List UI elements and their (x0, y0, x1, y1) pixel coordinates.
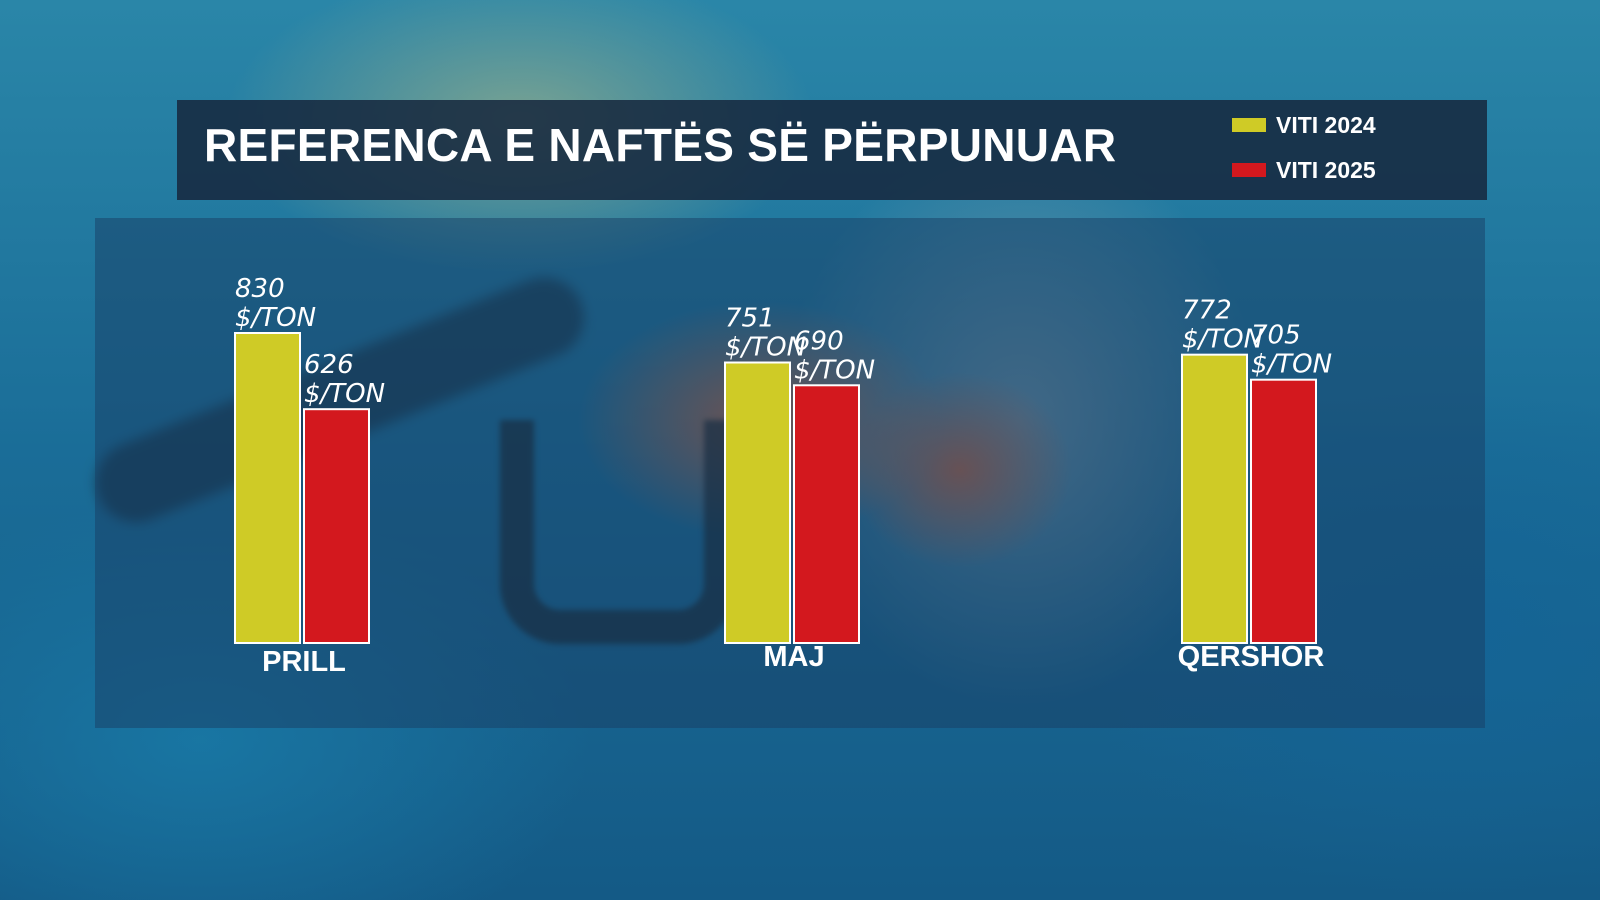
legend-swatch-2024 (1232, 118, 1266, 132)
bar-value-prill-viti-2024: 830 (235, 274, 285, 304)
bar-qershor-viti-2024 (1181, 353, 1248, 644)
category-label-prill: PRILL (262, 646, 346, 678)
chart-title: REFERENCA E NAFTËS SË PËRPUNUAR (204, 119, 1117, 171)
legend-label-2025: VITI 2025 (1276, 157, 1376, 183)
bar-unit-qershor-viti-2024: $/TON (1182, 325, 1263, 355)
bar-maj-viti-2025 (793, 384, 860, 644)
bar-unit-maj-viti-2024: $/TON (725, 333, 806, 363)
bar-value-qershor-viti-2025: 705 (1251, 321, 1301, 351)
bar-unit-maj-viti-2025: $/TON (794, 355, 875, 385)
bar-prill-viti-2024 (234, 332, 301, 644)
bar-value-prill-viti-2025: 626 (304, 350, 354, 380)
legend-swatch-2025 (1232, 163, 1266, 177)
legend-label-2024: VITI 2024 (1276, 112, 1376, 138)
bar-unit-prill-viti-2025: $/TON (304, 379, 385, 409)
bar-value-maj-viti-2024: 751 (725, 304, 775, 334)
bar-prill-viti-2025 (303, 408, 370, 644)
bar-unit-qershor-viti-2025: $/TON (1251, 350, 1332, 380)
bar-value-qershor-viti-2024: 772 (1182, 296, 1232, 326)
bar-chart: 830$/TON626$/TONPRILL751$/TON690$/TONMAJ… (234, 274, 1332, 678)
bar-unit-prill-viti-2024: $/TON (235, 303, 316, 333)
bar-qershor-viti-2025 (1250, 378, 1317, 645)
title-bar: REFERENCA E NAFTËS SË PËRPUNUAR VITI 202… (177, 100, 1487, 200)
chart-panel: 830 $/TON 626 $/TON PRILL 751 $/TON 690 $/TON MAJ… (95, 218, 1485, 728)
bar-maj-viti-2024 (724, 361, 791, 645)
bar-value-maj-viti-2025: 690 (794, 326, 844, 356)
category-label-maj: MAJ (763, 641, 824, 673)
category-label-qershor: QERSHOR (1178, 641, 1325, 673)
